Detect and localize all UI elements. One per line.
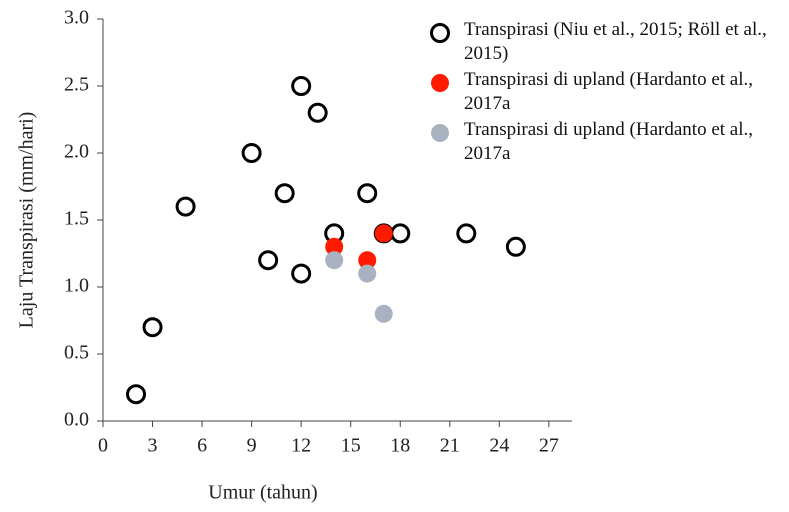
x-tick-label: 24: [489, 435, 509, 457]
point: [325, 251, 344, 270]
point: [274, 183, 295, 204]
point: [126, 384, 147, 405]
point: [430, 23, 450, 43]
x-tick-label: 18: [390, 435, 410, 457]
point: [431, 124, 449, 142]
legend-entry: Transpirasi (Niu et al., 2015; Röll et a…: [428, 18, 778, 66]
point: [307, 102, 328, 123]
point: [258, 250, 279, 271]
y-tick-label: 2.5: [64, 74, 89, 96]
x-tick-label: 0: [98, 435, 108, 457]
point: [325, 237, 344, 256]
x-axis-title: Umur (tahun): [208, 482, 317, 504]
x-tick-label: 15: [341, 435, 361, 457]
x-tick-label: 12: [291, 435, 311, 457]
x-tick-label: 27: [539, 435, 559, 457]
x-tick-label: 21: [440, 435, 460, 457]
y-tick-label: 1.0: [64, 275, 89, 297]
x-tick-label: 3: [148, 435, 158, 457]
legend-icon: [431, 74, 449, 92]
point: [374, 304, 393, 323]
y-tick-label: 2.0: [64, 141, 89, 163]
legend-label: Transpirasi di upland (Hardanto et al., …: [464, 69, 753, 114]
point: [241, 143, 262, 163]
legend-label: Transpirasi di upland (Hardanto et al., …: [464, 119, 753, 164]
point: [358, 251, 377, 270]
legend-label: Transpirasi (Niu et al., 2015; Röll et a…: [464, 19, 767, 64]
legend-icon: [430, 23, 450, 43]
point: [431, 74, 449, 92]
point: [357, 183, 378, 204]
point: [291, 76, 312, 96]
y-tick-label: 3.0: [64, 7, 89, 29]
legend-entry: Transpirasi di upland (Hardanto et al., …: [428, 68, 778, 116]
legend-entry: Transpirasi di upland (Hardanto et al., …: [428, 118, 778, 166]
y-axis-title: Laju Transpirasi (mm/hari): [16, 112, 38, 329]
y-tick-label: 1.5: [64, 208, 89, 230]
point: [456, 223, 477, 244]
point: [505, 236, 526, 257]
y-tick-label: 0.0: [64, 409, 89, 431]
x-tick-label: 9: [247, 435, 257, 457]
point: [175, 196, 196, 217]
point: [374, 224, 393, 243]
point: [358, 264, 377, 283]
point: [291, 263, 312, 284]
legend-icon: [431, 124, 449, 142]
y-tick-label: 0.5: [64, 342, 89, 364]
x-tick-label: 6: [197, 435, 207, 457]
legend: Transpirasi (Niu et al., 2015; Röll et a…: [428, 18, 778, 168]
point: [390, 223, 411, 244]
point: [142, 317, 163, 338]
